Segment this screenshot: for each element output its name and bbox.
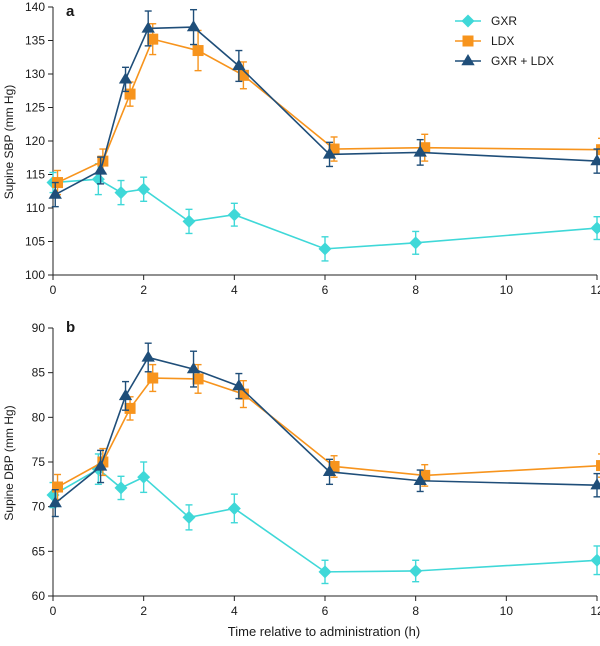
series-line: [53, 469, 597, 572]
x-tick-label: 2: [140, 604, 147, 618]
series-gxr-ldx: [49, 343, 600, 516]
panel-b-series: [47, 343, 600, 583]
y-tick-label: 120: [25, 134, 45, 148]
panel-b-letter: b: [66, 319, 75, 336]
panel-a-series: [47, 10, 600, 261]
x-tick-label: 12: [590, 283, 600, 297]
legend-marker: [463, 36, 474, 47]
data-point: [228, 502, 241, 515]
data-point: [147, 373, 158, 384]
series-line: [55, 27, 597, 195]
y-tick-label: 70: [32, 500, 46, 514]
data-point: [319, 565, 332, 578]
data-point: [591, 222, 600, 235]
y-tick-label: 105: [25, 235, 45, 249]
panel-a-ylabel: Supine SBP (mm Hg): [2, 85, 16, 200]
data-point: [228, 208, 241, 221]
data-point: [409, 236, 422, 249]
data-point: [137, 183, 150, 196]
data-point: [119, 389, 132, 400]
panel-b-axes: 60 65 70 75 80 85 90 0 2 4 6 8 10 12: [32, 321, 600, 618]
series-gxr: [47, 164, 600, 261]
series-ldx: [52, 24, 600, 195]
x-tick-label: 4: [231, 283, 238, 297]
y-tick-label: 135: [25, 34, 45, 48]
y-tick-label: 140: [25, 0, 45, 14]
legend: GXR LDX GXR + LDX: [455, 14, 554, 68]
panel-a: a Supine SBP (mm Hg) 1001051101151201251…: [2, 0, 600, 297]
data-point: [319, 242, 332, 255]
x-tick-label: 8: [412, 604, 419, 618]
y-tick-label: 85: [32, 366, 46, 380]
legend-item: GXR + LDX: [455, 54, 554, 68]
data-point: [590, 154, 600, 165]
series-ldx: [52, 365, 600, 500]
legend-label: LDX: [491, 34, 514, 48]
data-point: [590, 478, 600, 489]
series-gxr-ldx: [49, 10, 600, 207]
data-point: [142, 350, 155, 361]
y-tick-label: 90: [32, 321, 46, 335]
y-tick-label: 130: [25, 67, 45, 81]
x-axis-title: Time relative to administration (h): [228, 624, 420, 639]
y-tick-label: 75: [32, 455, 46, 469]
data-point: [115, 186, 128, 199]
y-tick-label: 125: [25, 101, 45, 115]
legend-marker: [461, 54, 474, 65]
panel-b-ylabel: Supine DBP (mm Hg): [2, 405, 16, 520]
y-tick-label: 80: [32, 410, 46, 424]
data-point: [52, 482, 63, 493]
y-tick-label: 100: [25, 268, 45, 282]
data-point: [409, 564, 422, 577]
panel-b: b Supine DBP (mm Hg) 60 65 70 75 80 85 90 0 2 4 6 8…: [2, 319, 600, 639]
x-tick-label: 6: [322, 604, 329, 618]
legend-label: GXR: [491, 14, 517, 28]
legend-marker: [462, 15, 475, 28]
data-point: [193, 45, 204, 56]
y-tick-label: 110: [26, 201, 45, 215]
x-tick-label: 8: [412, 283, 419, 297]
y-tick-label: 65: [32, 544, 46, 558]
legend-label: GXR + LDX: [491, 54, 554, 68]
x-tick-label: 0: [50, 283, 57, 297]
legend-item: GXR: [455, 14, 517, 28]
x-tick-label: 12: [590, 604, 600, 618]
x-tick-label: 4: [231, 604, 238, 618]
x-tick-label: 10: [500, 604, 514, 618]
data-point: [187, 20, 200, 31]
panel-a-letter: a: [66, 3, 75, 20]
data-point: [119, 72, 132, 83]
y-tick-label: 60: [32, 589, 46, 603]
data-point: [596, 460, 600, 471]
data-point: [591, 554, 600, 567]
legend-item: LDX: [455, 34, 514, 48]
y-tick-label: 115: [26, 168, 45, 182]
x-tick-label: 2: [140, 283, 147, 297]
data-point: [183, 215, 196, 228]
x-tick-label: 10: [500, 283, 514, 297]
x-tick-label: 6: [322, 283, 329, 297]
x-tick-label: 0: [50, 604, 57, 618]
series-gxr: [47, 454, 600, 584]
